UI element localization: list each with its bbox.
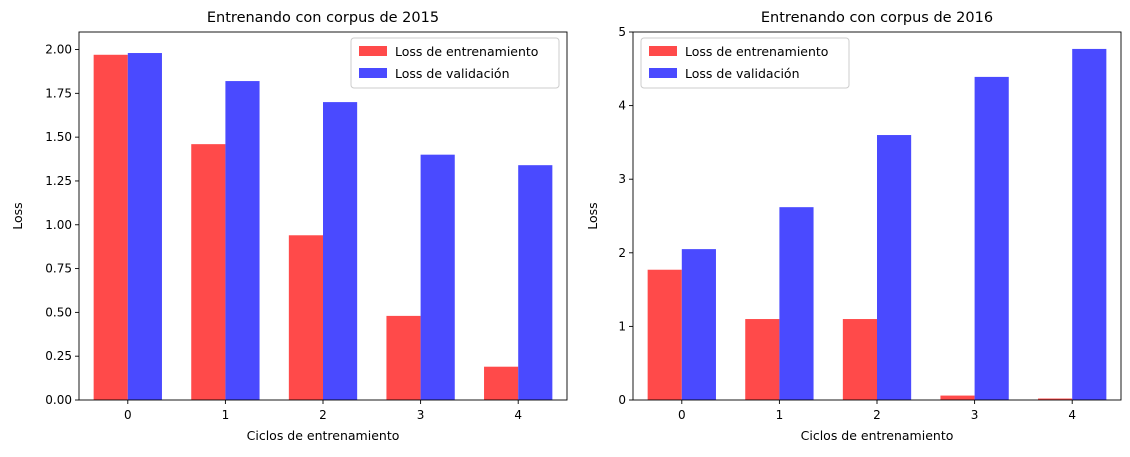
y-tick-label: 0.50 bbox=[45, 305, 72, 319]
bar-train-1 bbox=[745, 319, 780, 400]
x-tick-label: 0 bbox=[124, 408, 132, 422]
x-tick-label: 1 bbox=[776, 408, 784, 422]
chart-1: 0 1 2 3 4 0.00 0.25 0.50 0.75 1.00 1.25 1.50 1.75 2.0… bbox=[10, 10, 568, 443]
x-tick-label: 3 bbox=[971, 408, 979, 422]
bar-val-1 bbox=[225, 81, 260, 400]
legend-swatch bbox=[649, 46, 677, 56]
bar-val-0 bbox=[127, 53, 162, 400]
x-tick-label: 0 bbox=[678, 408, 686, 422]
legend-label: Loss de validación bbox=[395, 66, 510, 81]
bar-val-3 bbox=[974, 76, 1009, 401]
x-tick-label: 4 bbox=[1068, 408, 1076, 422]
y-tick-label: 1 bbox=[618, 319, 626, 333]
y-tick-label: 0 bbox=[618, 393, 626, 407]
bar-val-1 bbox=[779, 207, 814, 400]
x-axis-label: Ciclos de entrenamiento bbox=[247, 428, 400, 443]
y-tick-label: 3 bbox=[618, 172, 626, 186]
bar-train-3 bbox=[940, 395, 975, 400]
x-axis-label: Ciclos de entrenamiento bbox=[801, 428, 954, 443]
y-tick-label: 1.50 bbox=[45, 130, 72, 144]
bar-train-2 bbox=[842, 319, 877, 400]
x-tick-label: 2 bbox=[873, 408, 881, 422]
y-tick-label: 2.00 bbox=[45, 43, 72, 57]
legend-box bbox=[350, 37, 560, 89]
legend-label: Loss de entrenamiento bbox=[685, 44, 828, 59]
chart-2: 0 1 2 3 4 0 1 2 3 4 5 Entrenando con corpus de 2016… bbox=[585, 10, 1122, 443]
y-tick-label: 1.75 bbox=[45, 86, 72, 100]
x-tick-label: 1 bbox=[222, 408, 230, 422]
legend: Loss de entrenamiento Loss de validación bbox=[350, 37, 560, 89]
legend-swatch bbox=[359, 68, 387, 78]
legend-swatch bbox=[649, 68, 677, 78]
bar-train-2 bbox=[288, 235, 323, 400]
legend-swatch bbox=[359, 46, 387, 56]
y-tick-label: 2 bbox=[618, 246, 626, 260]
chart-title: Entrenando con corpus de 2016 bbox=[761, 10, 993, 26]
bar-train-4 bbox=[484, 366, 519, 400]
bar-val-4 bbox=[518, 165, 553, 400]
bar-val-2 bbox=[877, 135, 912, 401]
y-axis-label: Loss bbox=[10, 202, 25, 229]
bar-val-4 bbox=[1072, 48, 1107, 401]
bar-train-0 bbox=[93, 54, 128, 400]
chart-title: Entrenando con corpus de 2015 bbox=[207, 10, 439, 26]
bar-val-3 bbox=[420, 154, 455, 400]
legend-label: Loss de entrenamiento bbox=[395, 44, 538, 59]
x-tick-label: 3 bbox=[417, 408, 425, 422]
y-tick-label: 1.00 bbox=[45, 218, 72, 232]
y-tick-label: 0.75 bbox=[45, 262, 72, 276]
y-axis-label: Loss bbox=[585, 202, 600, 229]
bar-train-1 bbox=[191, 144, 226, 400]
legend: Loss de entrenamiento Loss de validación bbox=[640, 37, 850, 89]
x-tick-label: 2 bbox=[319, 408, 327, 422]
legend-box bbox=[640, 37, 850, 89]
bar-train-0 bbox=[647, 269, 682, 400]
bar-train-4 bbox=[1038, 398, 1073, 400]
x-tick-label: 4 bbox=[514, 408, 522, 422]
y-tick-label: 1.25 bbox=[45, 174, 72, 188]
bar-val-2 bbox=[323, 102, 358, 400]
y-tick-label: 0.25 bbox=[45, 349, 72, 363]
bar-train-3 bbox=[386, 315, 421, 400]
y-tick-label: 4 bbox=[618, 99, 626, 113]
bar-val-0 bbox=[681, 249, 716, 400]
legend-label: Loss de validación bbox=[685, 66, 800, 81]
y-tick-label: 5 bbox=[618, 25, 626, 39]
y-tick-label: 0.00 bbox=[45, 393, 72, 407]
